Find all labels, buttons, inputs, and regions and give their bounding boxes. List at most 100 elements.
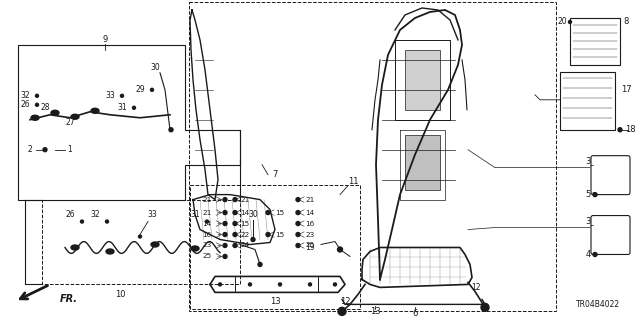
Circle shape — [278, 283, 282, 286]
Circle shape — [258, 263, 262, 266]
Text: 25: 25 — [305, 242, 315, 249]
Text: 19: 19 — [305, 243, 315, 252]
Text: 27: 27 — [65, 118, 75, 127]
Text: 21: 21 — [241, 197, 250, 203]
Bar — [405, 135, 440, 189]
Circle shape — [296, 243, 300, 248]
Text: 4: 4 — [586, 250, 591, 259]
Circle shape — [233, 197, 237, 202]
Ellipse shape — [91, 108, 99, 113]
Circle shape — [593, 252, 597, 256]
Text: 26: 26 — [65, 210, 75, 219]
Circle shape — [248, 283, 252, 286]
Circle shape — [296, 222, 300, 226]
Text: 5: 5 — [586, 190, 591, 199]
Bar — [42, 200, 240, 285]
Circle shape — [296, 197, 300, 202]
Bar — [570, 18, 620, 65]
Circle shape — [223, 255, 227, 258]
Text: 10: 10 — [115, 290, 125, 299]
Circle shape — [568, 20, 572, 24]
Text: 13: 13 — [269, 297, 280, 306]
Text: 30: 30 — [248, 210, 258, 219]
Circle shape — [223, 211, 227, 215]
Text: 29: 29 — [135, 85, 145, 94]
Text: 15: 15 — [241, 220, 250, 226]
Circle shape — [618, 128, 622, 132]
Text: 1: 1 — [68, 145, 72, 154]
Bar — [189, 2, 556, 311]
Circle shape — [223, 222, 227, 226]
Circle shape — [35, 94, 38, 97]
Text: 14: 14 — [202, 220, 212, 226]
Text: 3: 3 — [586, 217, 591, 226]
Text: 3: 3 — [586, 157, 591, 166]
Bar — [405, 50, 440, 110]
Circle shape — [150, 88, 154, 91]
Text: 6: 6 — [412, 309, 418, 318]
Circle shape — [296, 233, 300, 236]
Text: 21: 21 — [305, 197, 315, 203]
Text: 2: 2 — [28, 145, 33, 154]
Text: 8: 8 — [623, 18, 628, 26]
Circle shape — [333, 283, 337, 286]
Ellipse shape — [151, 242, 159, 247]
Bar — [560, 72, 615, 130]
Text: 20: 20 — [557, 18, 567, 26]
Text: FR.: FR. — [60, 294, 78, 304]
Text: 23: 23 — [305, 232, 315, 238]
Ellipse shape — [71, 245, 79, 250]
Text: 13: 13 — [370, 307, 380, 316]
Bar — [190, 185, 360, 309]
Text: 16: 16 — [202, 232, 212, 238]
Text: 26: 26 — [20, 100, 30, 109]
Circle shape — [223, 243, 227, 248]
Circle shape — [132, 106, 136, 109]
Circle shape — [338, 308, 346, 315]
Circle shape — [266, 211, 270, 215]
Text: 17: 17 — [621, 85, 631, 94]
Text: 33: 33 — [147, 210, 157, 219]
Text: 14: 14 — [241, 210, 250, 216]
Text: 15: 15 — [275, 210, 285, 216]
Ellipse shape — [71, 114, 79, 119]
Circle shape — [81, 220, 83, 223]
Text: 18: 18 — [625, 125, 636, 134]
Text: 11: 11 — [348, 177, 358, 186]
Circle shape — [43, 148, 47, 152]
Text: 28: 28 — [40, 103, 50, 112]
Circle shape — [233, 233, 237, 236]
Text: 32: 32 — [90, 210, 100, 219]
Text: TR04B4022: TR04B4022 — [576, 300, 620, 309]
Ellipse shape — [191, 246, 199, 251]
Ellipse shape — [106, 249, 114, 254]
Circle shape — [266, 233, 270, 236]
Circle shape — [169, 128, 173, 132]
Text: 21: 21 — [202, 197, 212, 203]
Text: 33: 33 — [105, 91, 115, 100]
Circle shape — [223, 233, 227, 236]
Circle shape — [296, 211, 300, 215]
Circle shape — [481, 303, 489, 311]
Text: 12: 12 — [340, 297, 350, 306]
Ellipse shape — [31, 115, 39, 120]
Text: 24: 24 — [241, 242, 250, 249]
Circle shape — [233, 243, 237, 248]
Circle shape — [106, 220, 109, 223]
Text: 31: 31 — [190, 210, 200, 219]
Text: 14: 14 — [305, 210, 315, 216]
Circle shape — [337, 247, 342, 252]
Text: 16: 16 — [305, 220, 315, 226]
Text: 21: 21 — [202, 210, 212, 216]
Circle shape — [218, 283, 221, 286]
Text: 22: 22 — [241, 232, 250, 238]
Circle shape — [205, 220, 209, 223]
Text: 25: 25 — [202, 254, 212, 259]
Text: 9: 9 — [102, 35, 108, 44]
Text: 31: 31 — [117, 103, 127, 112]
Circle shape — [35, 103, 38, 106]
Circle shape — [223, 197, 227, 202]
Circle shape — [308, 283, 312, 286]
Text: 12: 12 — [471, 283, 481, 292]
Circle shape — [138, 235, 141, 238]
